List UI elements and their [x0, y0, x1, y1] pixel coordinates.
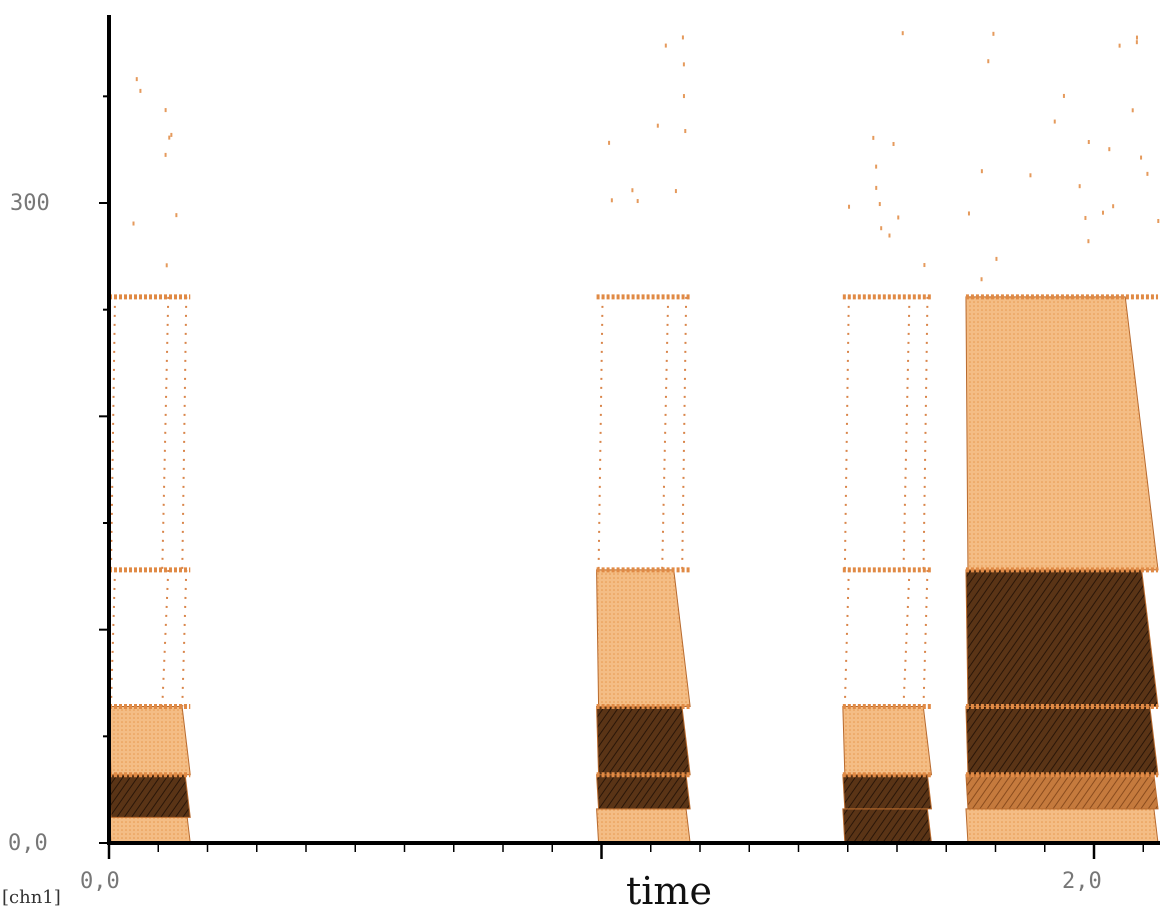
band-light	[596, 569, 691, 707]
band-partial	[843, 296, 850, 570]
harmonic-lines	[109, 294, 1159, 778]
band-partial	[161, 296, 170, 570]
partial-dot	[1135, 35, 1138, 40]
band-dark	[596, 705, 691, 776]
partial-dot	[1029, 173, 1032, 178]
band-partial	[902, 296, 911, 570]
band-dark	[842, 774, 933, 810]
band-dark	[842, 808, 933, 844]
partial-dot	[1135, 40, 1138, 45]
channel-label: [chn1]	[2, 887, 61, 908]
partial-dot	[682, 94, 685, 99]
partial-dot	[674, 189, 677, 194]
band-light	[108, 705, 191, 776]
band-light	[596, 808, 691, 844]
event-2	[596, 296, 691, 844]
band-partial	[110, 569, 116, 707]
partial-dot	[1087, 140, 1090, 145]
partial-dot	[1084, 215, 1087, 220]
partial-dot	[1101, 210, 1104, 215]
partial-dot	[168, 135, 171, 140]
partial-dot	[1087, 239, 1090, 244]
partial-dot	[987, 59, 990, 64]
partial-dot	[608, 140, 611, 145]
band-mid	[965, 774, 1159, 810]
partial-dot	[878, 202, 881, 207]
partial-dot	[980, 277, 983, 282]
partial-dot	[875, 185, 878, 190]
partial-dot	[164, 108, 167, 113]
partial-dot	[175, 213, 178, 218]
band-partial	[922, 569, 929, 707]
partial-dot	[132, 221, 135, 226]
x-axis-label: time	[626, 869, 712, 913]
partial-dot	[1108, 147, 1111, 152]
partial-dot	[139, 88, 142, 93]
band-light	[965, 808, 1159, 844]
partial-dot	[684, 129, 687, 134]
partial-dot	[636, 199, 639, 204]
event-3	[842, 296, 933, 844]
band-partial	[681, 296, 688, 570]
partial-dot	[1062, 93, 1065, 98]
y-tick-label-0: 0,0	[8, 831, 48, 856]
partial-dot	[848, 204, 851, 209]
band-partial	[843, 569, 850, 707]
partial-dot	[888, 233, 891, 238]
band-dark	[108, 774, 191, 818]
partial-dot	[992, 31, 995, 36]
partial-dot	[880, 226, 883, 231]
band-partial	[181, 569, 188, 707]
band-partial	[902, 569, 911, 707]
band-partial	[110, 296, 116, 570]
x-tick-label-2: 2,0	[1062, 869, 1102, 894]
partial-dot	[967, 211, 970, 216]
partial-dot	[610, 198, 613, 203]
partial-dot	[165, 263, 168, 268]
partial-dot	[170, 132, 173, 137]
partial-dot	[664, 43, 667, 48]
partial-dot	[164, 152, 167, 157]
partial-dot	[923, 263, 926, 268]
partial-dot	[995, 256, 998, 261]
band-light	[965, 296, 1159, 571]
spectral-events	[108, 296, 1159, 844]
partial-dot	[1053, 119, 1056, 124]
partial-dot	[1078, 184, 1081, 189]
partial-dot	[897, 215, 900, 220]
x-tick-label-0: 0,0	[80, 869, 120, 894]
partial-dot	[656, 123, 659, 128]
band-dark	[596, 774, 691, 810]
partial-dot	[682, 62, 685, 67]
partial-dot	[872, 135, 875, 140]
band-light	[842, 705, 933, 776]
partial-dot	[1157, 218, 1160, 223]
partial-dot	[681, 35, 684, 40]
partial-dot	[875, 164, 878, 169]
partial-dot	[1140, 155, 1143, 160]
partial-dot	[1131, 108, 1134, 113]
y-tick-label-300: 300	[10, 191, 50, 216]
band-partial	[922, 296, 929, 570]
band-partial	[661, 296, 670, 570]
partial-dot	[980, 169, 983, 174]
sparse-partials	[109, 31, 1160, 282]
event-4	[965, 296, 1159, 844]
axis-ticks	[99, 95, 1144, 859]
band-partial	[597, 296, 604, 570]
partial-dot	[892, 141, 895, 146]
partial-dot	[631, 188, 634, 193]
partial-dot	[901, 31, 904, 36]
partial-dot	[135, 77, 138, 82]
partial-dot	[1112, 204, 1115, 209]
partial-dot	[1118, 43, 1121, 48]
axes	[107, 15, 1160, 845]
partial-dot	[1146, 171, 1149, 176]
band-dark	[965, 569, 1159, 707]
band-partial	[161, 569, 170, 707]
band-partial	[181, 296, 188, 570]
band-dark	[965, 705, 1159, 776]
